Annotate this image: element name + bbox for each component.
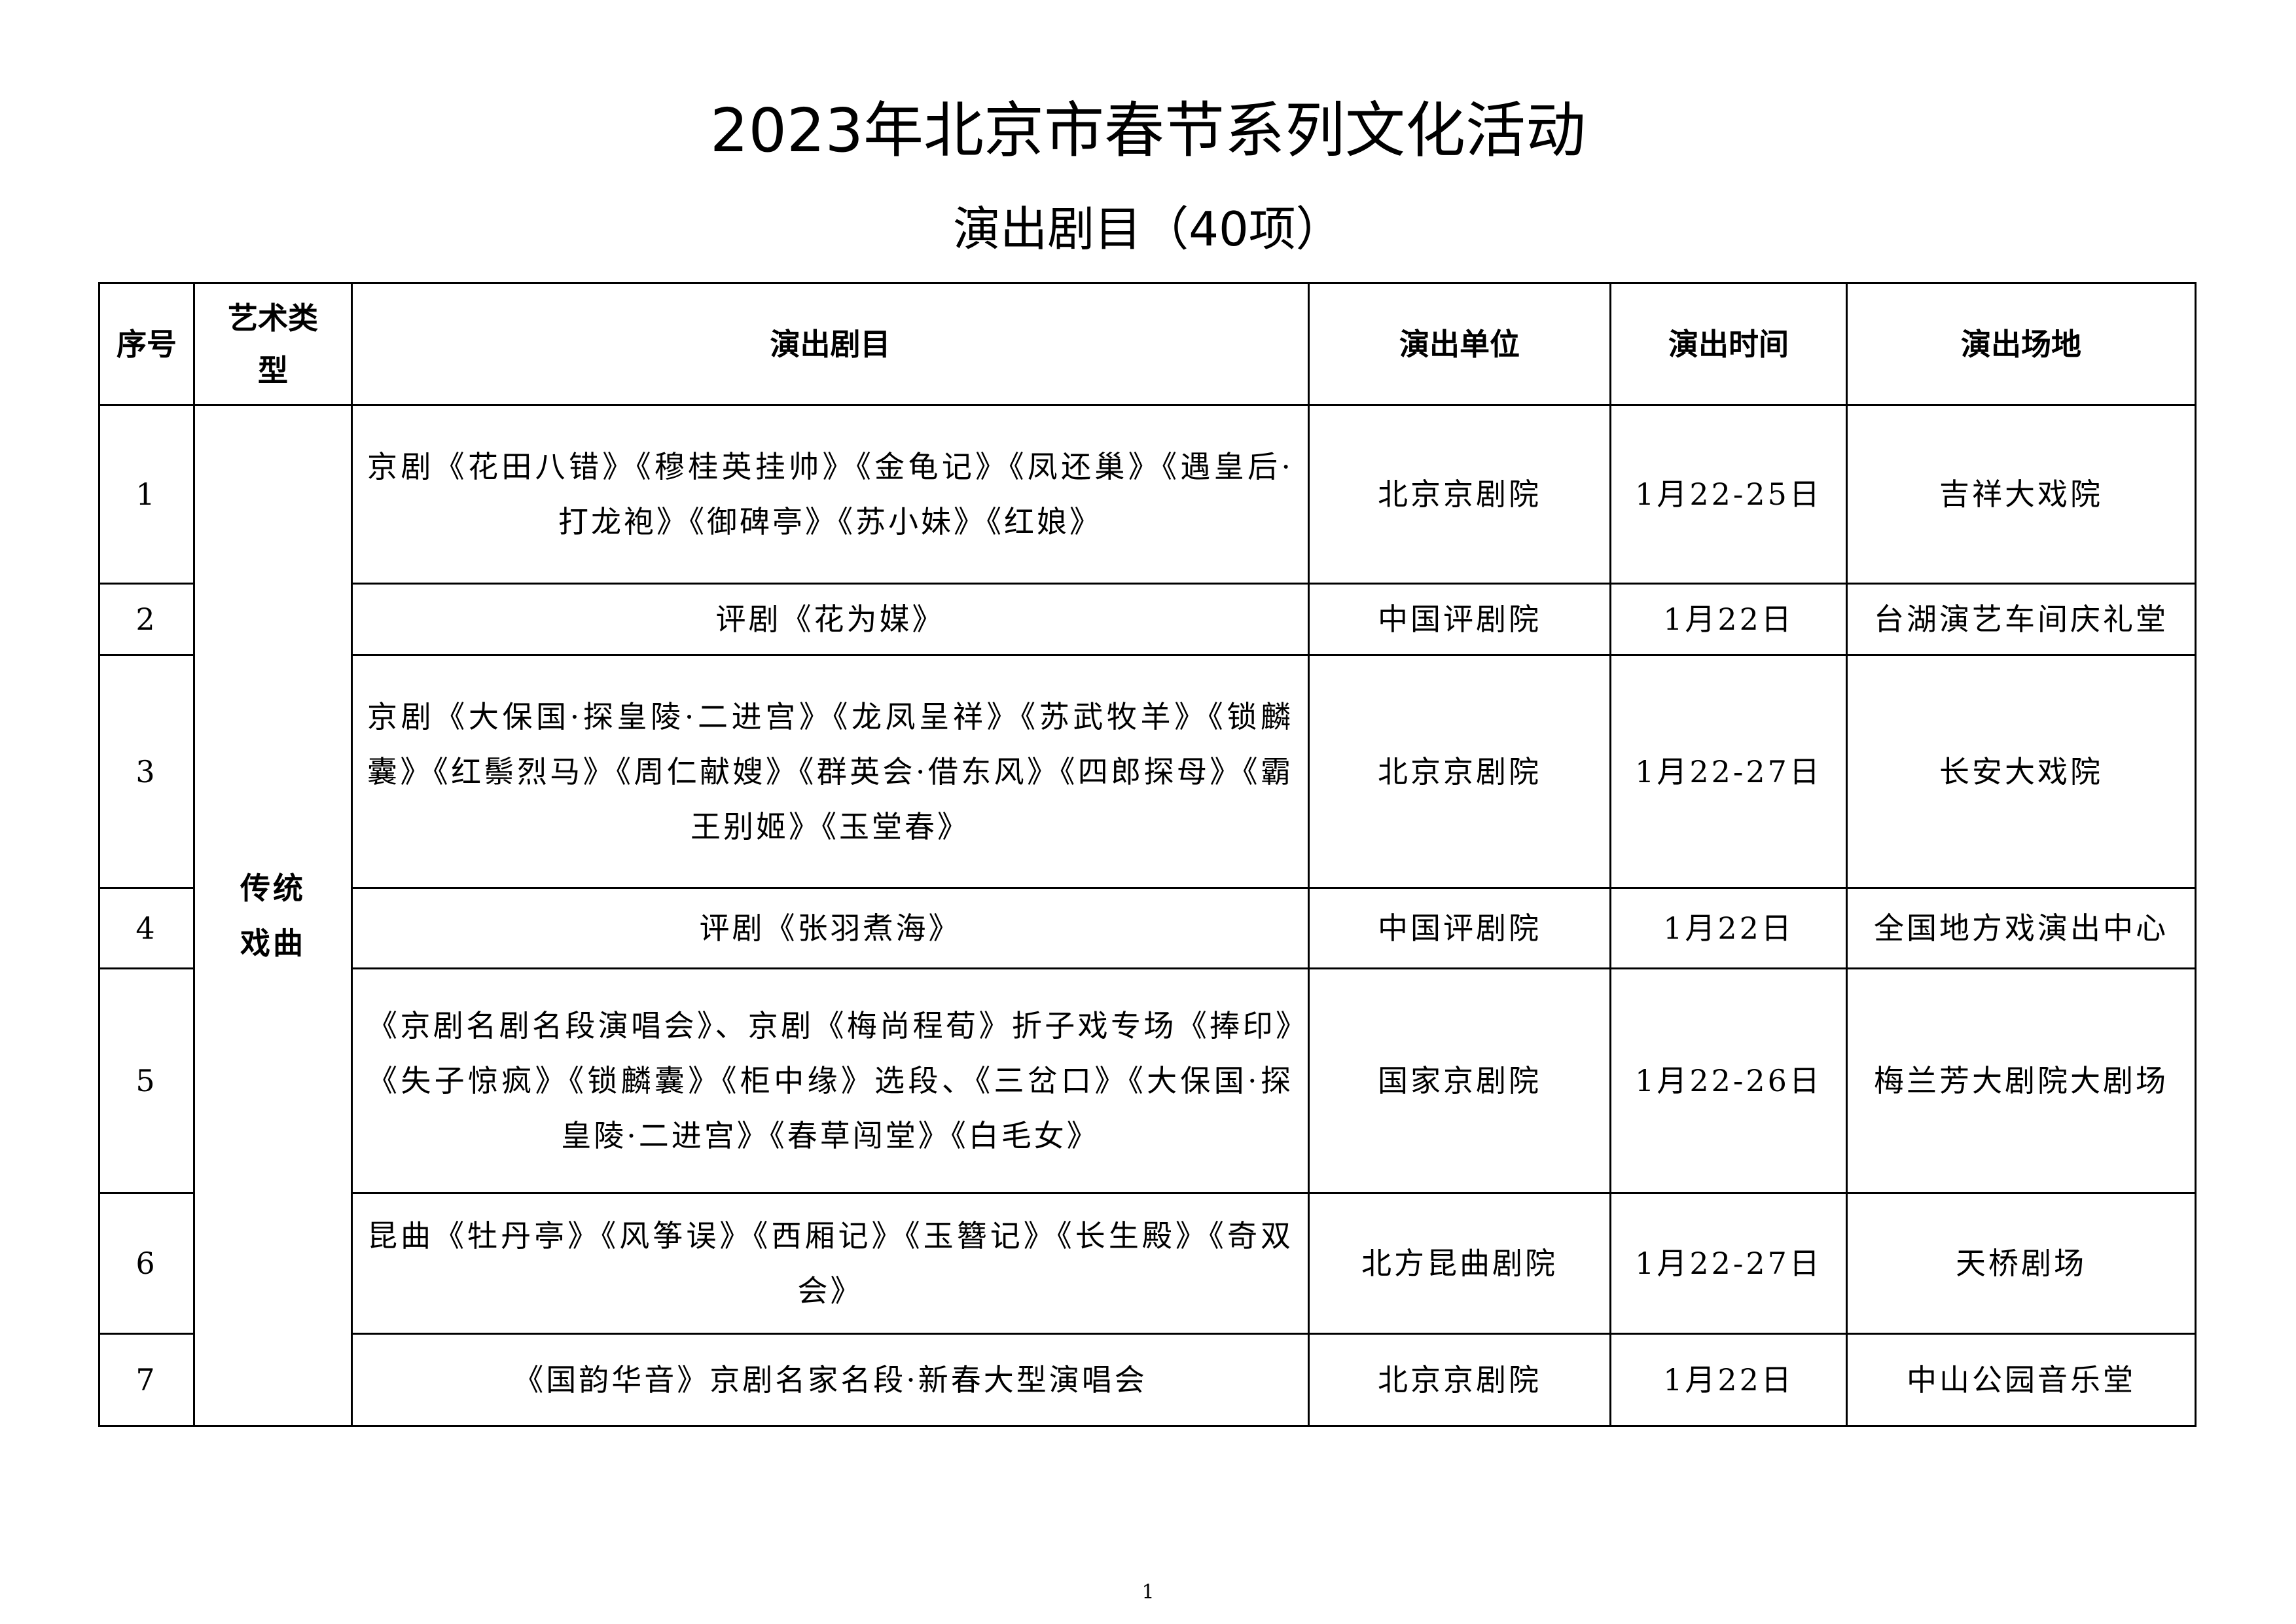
row-program: 京剧《花田八错》《穆桂英挂帅》《金龟记》《凤还巢》《遇皇后·打龙袍》《御碑亭》《…	[351, 404, 1310, 585]
row-program: 评剧《花为媒》	[351, 583, 1310, 656]
row-program: 《京剧名剧名段演唱会》、京剧《梅尚程荀》折子戏专场《捧印》《失子惊疯》《锁麟囊》…	[351, 967, 1310, 1194]
row-time: 1月22-25日	[1609, 404, 1848, 585]
table-row: 6 昆曲《牡丹亭》《风筝误》《西厢记》《玉簪记》《长生殿》《奇双会》 北方昆曲剧…	[98, 1192, 2197, 1335]
row-program: 《国韵华音》京剧名家名段·新春大型演唱会	[351, 1333, 1310, 1427]
row-unit: 国家京剧院	[1308, 967, 1611, 1194]
row-time: 1月22-27日	[1609, 654, 1848, 889]
row-no: 1	[98, 404, 195, 585]
row-time: 1月22日	[1609, 1333, 1848, 1427]
row-no: 5	[98, 967, 195, 1194]
row-unit: 中国评剧院	[1308, 583, 1611, 656]
row-no: 4	[98, 887, 195, 969]
row-unit: 北京京剧院	[1308, 1333, 1611, 1427]
row-program: 昆曲《牡丹亭》《风筝误》《西厢记》《玉簪记》《长生殿》《奇双会》	[351, 1192, 1310, 1335]
header-unit: 演出单位	[1308, 282, 1611, 406]
header-category: 艺术类型	[193, 282, 353, 406]
program-table: 序号 艺术类型 演出剧目 演出单位 演出时间 演出场地 1 传统戏曲 京剧《花田…	[98, 282, 2197, 1427]
header-time: 演出时间	[1609, 282, 1848, 406]
table-row: 2 评剧《花为媒》 中国评剧院 1月22日 台湖演艺车间庆礼堂	[98, 583, 2197, 656]
row-venue: 天桥剧场	[1846, 1192, 2197, 1335]
table-header-row: 序号 艺术类型 演出剧目 演出单位 演出时间 演出场地	[98, 282, 2197, 406]
row-unit: 北京京剧院	[1308, 654, 1611, 889]
category-cell: 传统戏曲	[193, 404, 353, 1427]
table-row: 5 《京剧名剧名段演唱会》、京剧《梅尚程荀》折子戏专场《捧印》《失子惊疯》《锁麟…	[98, 967, 2197, 1194]
row-venue: 梅兰芳大剧院大剧场	[1846, 967, 2197, 1194]
row-program: 京剧《大保国·探皇陵·二进宫》《龙凤呈祥》《苏武牧羊》《锁麟囊》《红鬃烈马》《周…	[351, 654, 1310, 889]
row-no: 3	[98, 654, 195, 889]
row-time: 1月22-27日	[1609, 1192, 1848, 1335]
page-number: 1	[1141, 1581, 1155, 1604]
row-unit: 北京京剧院	[1308, 404, 1611, 585]
row-no: 2	[98, 583, 195, 656]
row-time: 1月22日	[1609, 583, 1848, 656]
row-venue: 全国地方戏演出中心	[1846, 887, 2197, 969]
row-venue: 长安大戏院	[1846, 654, 2197, 889]
row-no: 6	[98, 1192, 195, 1335]
header-venue: 演出场地	[1846, 282, 2197, 406]
table-row: 4 评剧《张羽煮海》 中国评剧院 1月22日 全国地方戏演出中心	[98, 887, 2197, 969]
row-venue: 吉祥大戏院	[1846, 404, 2197, 585]
document-title: 2023年北京市春节系列文化活动	[709, 96, 1587, 166]
row-time: 1月22-26日	[1609, 967, 1848, 1194]
row-program: 评剧《张羽煮海》	[351, 887, 1310, 969]
header-no: 序号	[98, 282, 195, 406]
row-venue: 中山公园音乐堂	[1846, 1333, 2197, 1427]
table-row: 7 《国韵华音》京剧名家名段·新春大型演唱会 北京京剧院 1月22日 中山公园音…	[98, 1333, 2197, 1427]
row-unit: 中国评剧院	[1308, 887, 1611, 969]
header-program: 演出剧目	[351, 282, 1310, 406]
document-subtitle: 演出剧目（40项）	[953, 202, 1343, 257]
row-no: 7	[98, 1333, 195, 1427]
row-unit: 北方昆曲剧院	[1308, 1192, 1611, 1335]
row-venue: 台湖演艺车间庆礼堂	[1846, 583, 2197, 656]
row-time: 1月22日	[1609, 887, 1848, 969]
table-row: 3 京剧《大保国·探皇陵·二进宫》《龙凤呈祥》《苏武牧羊》《锁麟囊》《红鬃烈马》…	[98, 654, 2197, 889]
table-row: 1 传统戏曲 京剧《花田八错》《穆桂英挂帅》《金龟记》《凤还巢》《遇皇后·打龙袍…	[98, 404, 2197, 1427]
